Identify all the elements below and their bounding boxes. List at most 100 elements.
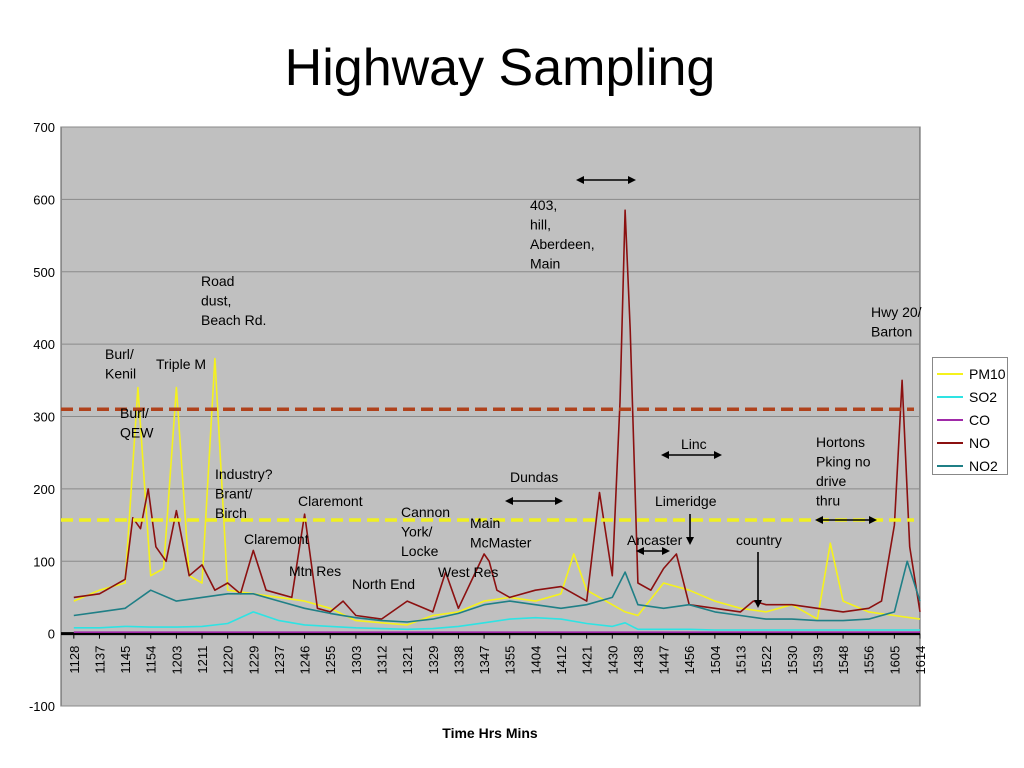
legend-label: SO2 — [969, 388, 998, 405]
x-axis-ticks: 1128 1137 1145 1154 1203 1211 1220 1229 1237 1246… — [67, 633, 928, 675]
x-tick-label: 1128 — [67, 646, 82, 674]
legend-item-no2: NO2 — [933, 454, 1007, 477]
annotation-label: Cannon York/Locke — [401, 504, 450, 559]
annotation-label: Industry? Brant/Birch — [215, 466, 273, 521]
x-tick-label: 1312 — [375, 646, 390, 675]
x-tick-label: 1220 — [221, 646, 236, 675]
x-tick-label: 1548 — [836, 646, 851, 675]
x-tick-label: 1530 — [785, 646, 800, 675]
slide-title: Highway Sampling — [284, 39, 716, 97]
y-tick-label: 300 — [33, 410, 55, 425]
y-tick-label: 0 — [48, 627, 55, 642]
annotation-label: Claremont — [244, 531, 309, 547]
legend-label: NO — [969, 434, 990, 451]
x-tick-label: 1447 — [657, 646, 672, 675]
y-tick-label: 400 — [33, 337, 55, 352]
x-tick-label: 1404 — [528, 646, 543, 675]
arrowhead — [662, 547, 670, 555]
annotation-label: Burl/Kenil — [105, 346, 136, 382]
x-tick-label: 1412 — [554, 646, 569, 675]
arrowhead — [714, 451, 722, 459]
annotation-label: Ancaster — [627, 532, 683, 548]
gridlines — [61, 126, 920, 707]
annotation-label: Burl/QEW — [120, 405, 154, 441]
x-tick-label: 1203 — [169, 646, 184, 675]
x-tick-label: 1347 — [477, 646, 492, 675]
x-tick-label: 1229 — [246, 646, 261, 675]
annotation-label: North End — [352, 576, 415, 592]
x-tick-label: 1211 — [195, 646, 210, 674]
arrowhead — [628, 176, 636, 184]
y-tick-label: 500 — [33, 265, 55, 280]
arrowhead — [815, 516, 823, 524]
x-tick-label: 1237 — [272, 646, 287, 675]
x-tick-label: 1303 — [349, 646, 364, 675]
x-tick-label: 1145 — [118, 646, 133, 674]
y-tick-label: 700 — [33, 120, 55, 135]
arrowhead — [576, 176, 584, 184]
x-tick-label: 1355 — [503, 646, 518, 675]
x-tick-label: 1430 — [605, 646, 620, 675]
x-tick-label: 1154 — [144, 646, 159, 674]
annotations: 403, hill, Aberdeen, Main Road dust, Beach Rd.… — [105, 176, 922, 608]
annotation-label: Linc — [681, 436, 707, 452]
x-tick-label: 1321 — [400, 646, 415, 675]
annotation-label: country — [736, 532, 782, 548]
legend-swatch — [937, 418, 963, 421]
annotation-label: Limeridge — [655, 493, 717, 509]
y-tick-label: 100 — [33, 554, 55, 569]
annotation-label: Hortons Pking no drive thru — [816, 434, 871, 509]
x-tick-label: 1539 — [810, 646, 825, 675]
legend-swatch — [937, 395, 963, 398]
annotation-label: West Res — [438, 564, 498, 580]
arrowhead — [661, 451, 669, 459]
annotation-label: 403, hill, Aberdeen, Main — [530, 197, 595, 272]
x-tick-label: 1137 — [92, 646, 107, 674]
x-tick-label: 1522 — [759, 646, 774, 675]
x-tick-label: 1421 — [580, 646, 595, 675]
x-tick-label: 1246 — [298, 646, 313, 675]
arrowhead — [754, 600, 762, 608]
x-tick-label: 1556 — [862, 646, 877, 675]
y-tick-label: -100 — [29, 699, 55, 714]
annotation-label: Main McMaster — [470, 515, 532, 551]
x-tick-label: 1255 — [323, 646, 338, 675]
legend-label: CO — [969, 411, 990, 428]
x-tick-label: 1338 — [451, 646, 466, 675]
x-tick-label: 1614 — [913, 646, 928, 675]
arrowhead — [636, 547, 644, 555]
arrowhead — [555, 497, 563, 505]
legend-swatch — [937, 441, 963, 444]
annotation-label: Dundas — [510, 469, 558, 485]
x-axis-label: Time Hrs Mins — [442, 725, 538, 741]
legend: PM10 SO2 CO NO NO2 — [932, 357, 1008, 475]
legend-swatch — [937, 372, 963, 375]
arrowhead — [869, 516, 877, 524]
legend-swatch — [937, 464, 963, 467]
series-line-so2 — [73, 611, 920, 631]
annotation-label: Hwy 20/Barton — [871, 304, 922, 340]
y-tick-label: 200 — [33, 482, 55, 497]
annotation-label: Triple M — [156, 356, 206, 372]
x-tick-label: 1504 — [708, 646, 723, 675]
series-line-pm10 — [73, 357, 921, 626]
annotation-label: Road dust, Beach Rd. — [201, 273, 266, 328]
x-tick-label: 1438 — [631, 646, 646, 675]
x-tick-label: 1513 — [734, 646, 749, 675]
arrowhead — [505, 497, 513, 505]
annotation-label: Mtn Res — [289, 563, 341, 579]
x-tick-label: 1456 — [682, 646, 697, 675]
legend-item-so2: SO2 — [933, 385, 1007, 408]
annotation-label: Claremont — [298, 493, 363, 509]
legend-label: NO2 — [969, 457, 998, 474]
legend-item-pm10: PM10 — [933, 362, 1007, 385]
reference-lines — [61, 407, 914, 522]
legend-item-no: NO — [933, 431, 1007, 454]
y-tick-label: 600 — [33, 192, 55, 207]
legend-item-co: CO — [933, 408, 1007, 431]
series-line-no2 — [73, 560, 921, 623]
x-tick-label: 1605 — [887, 646, 902, 675]
y-axis-ticks: -100 0 100 200 300 400 500 600 700 — [29, 120, 55, 714]
arrowhead — [686, 537, 694, 545]
